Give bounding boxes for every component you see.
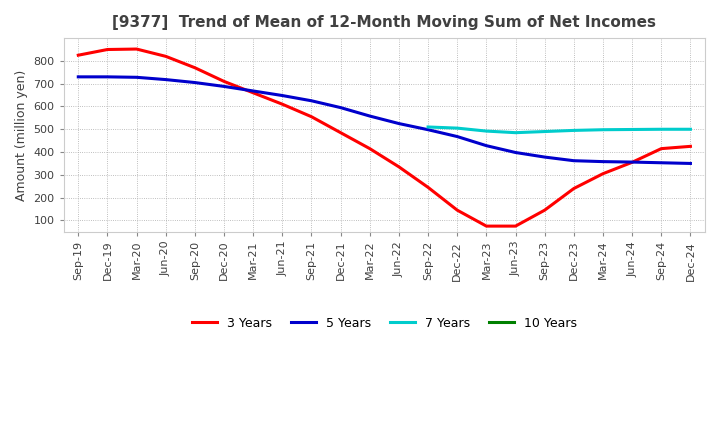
7 Years bbox=[628, 127, 636, 132]
3 Years bbox=[366, 146, 374, 151]
3 Years bbox=[598, 171, 607, 176]
3 Years bbox=[278, 102, 287, 107]
3 Years bbox=[103, 47, 112, 52]
Line: 5 Years: 5 Years bbox=[78, 77, 690, 163]
7 Years bbox=[598, 127, 607, 132]
7 Years bbox=[453, 125, 462, 131]
7 Years bbox=[482, 128, 491, 134]
7 Years bbox=[570, 128, 578, 133]
3 Years bbox=[220, 79, 228, 84]
5 Years bbox=[657, 160, 665, 165]
3 Years bbox=[161, 54, 170, 59]
3 Years bbox=[191, 65, 199, 70]
3 Years bbox=[657, 146, 665, 151]
5 Years bbox=[336, 105, 345, 110]
5 Years bbox=[278, 93, 287, 98]
Line: 3 Years: 3 Years bbox=[78, 49, 690, 226]
5 Years bbox=[366, 114, 374, 119]
7 Years bbox=[686, 127, 695, 132]
7 Years bbox=[540, 129, 549, 134]
3 Years bbox=[424, 185, 433, 190]
5 Years bbox=[307, 98, 316, 103]
Legend: 3 Years, 5 Years, 7 Years, 10 Years: 3 Years, 5 Years, 7 Years, 10 Years bbox=[187, 312, 582, 335]
3 Years bbox=[511, 224, 520, 229]
5 Years bbox=[511, 150, 520, 155]
5 Years bbox=[220, 84, 228, 89]
Line: 7 Years: 7 Years bbox=[428, 127, 690, 133]
5 Years bbox=[453, 134, 462, 139]
3 Years bbox=[395, 164, 403, 169]
5 Years bbox=[482, 143, 491, 148]
5 Years bbox=[686, 161, 695, 166]
Title: [9377]  Trend of Mean of 12-Month Moving Sum of Net Incomes: [9377] Trend of Mean of 12-Month Moving … bbox=[112, 15, 657, 30]
3 Years bbox=[307, 114, 316, 119]
5 Years bbox=[132, 75, 141, 80]
3 Years bbox=[249, 90, 258, 95]
Y-axis label: Amount (million yen): Amount (million yen) bbox=[15, 70, 28, 201]
5 Years bbox=[74, 74, 83, 80]
5 Years bbox=[424, 127, 433, 132]
3 Years bbox=[74, 52, 83, 58]
3 Years bbox=[540, 208, 549, 213]
3 Years bbox=[628, 160, 636, 165]
5 Years bbox=[540, 154, 549, 160]
3 Years bbox=[336, 130, 345, 136]
5 Years bbox=[249, 88, 258, 94]
3 Years bbox=[686, 144, 695, 149]
5 Years bbox=[570, 158, 578, 163]
5 Years bbox=[395, 121, 403, 126]
5 Years bbox=[161, 77, 170, 82]
5 Years bbox=[191, 80, 199, 85]
3 Years bbox=[482, 224, 491, 229]
7 Years bbox=[657, 127, 665, 132]
5 Years bbox=[103, 74, 112, 80]
5 Years bbox=[628, 159, 636, 165]
7 Years bbox=[424, 125, 433, 130]
7 Years bbox=[511, 130, 520, 136]
3 Years bbox=[570, 186, 578, 191]
5 Years bbox=[598, 159, 607, 164]
3 Years bbox=[453, 208, 462, 213]
3 Years bbox=[132, 46, 141, 51]
